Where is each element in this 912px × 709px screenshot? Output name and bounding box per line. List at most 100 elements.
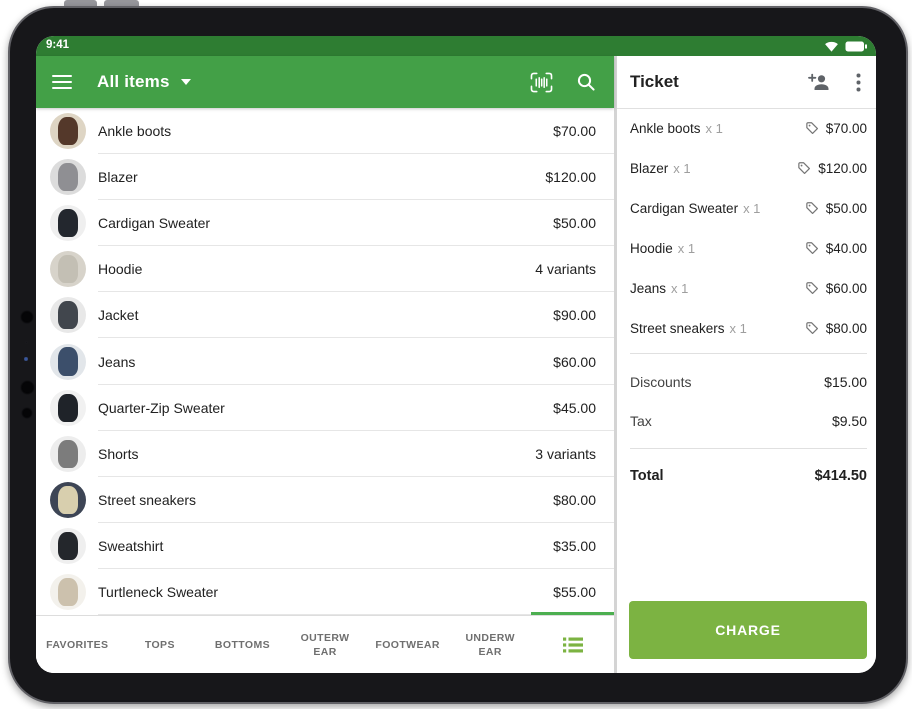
product-price: $120.00 bbox=[545, 169, 596, 186]
product-name: Cardigan Sweater bbox=[98, 215, 211, 232]
product-name: Turtleneck Sweater bbox=[98, 583, 219, 600]
price-tag-icon bbox=[798, 162, 811, 175]
ticket-line[interactable]: Cardigan Sweater x 1 $50.00 bbox=[630, 188, 867, 228]
ticket-item-name: Street sneakers bbox=[630, 320, 725, 336]
ticket-summary: Discounts $15.00 Tax $9.50 bbox=[630, 362, 867, 440]
total-row: Total $414.50 bbox=[630, 456, 867, 495]
ticket-line[interactable]: Street sneakers x 1 $80.00 bbox=[630, 308, 867, 348]
ticket-item-qty: x 1 bbox=[677, 240, 696, 256]
ticket-title: Ticket bbox=[630, 72, 679, 91]
menu-button[interactable] bbox=[52, 75, 72, 89]
indicator-led bbox=[24, 357, 28, 361]
product-image bbox=[50, 113, 86, 150]
add-customer-button[interactable] bbox=[806, 71, 833, 94]
item-row[interactable]: Street sneakers $80.00 bbox=[36, 476, 614, 523]
charge-button[interactable]: CHARGE bbox=[629, 601, 867, 659]
product-price: 4 variants bbox=[535, 261, 596, 278]
category-tab-bar: FAVORITES TOPS BOTTOMS OUT bbox=[36, 615, 615, 673]
ticket-item-name: Cardigan Sweater bbox=[630, 200, 739, 216]
tab-favorites[interactable]: FAVORITES bbox=[36, 616, 119, 673]
product-name: Jeans bbox=[98, 353, 136, 370]
item-row[interactable]: Hoodie 4 variants bbox=[36, 246, 614, 293]
tab-list-view[interactable] bbox=[531, 616, 615, 673]
tax-row[interactable]: Tax $9.50 bbox=[630, 401, 867, 440]
item-row[interactable]: Jeans $60.00 bbox=[36, 338, 614, 385]
price-tag-icon bbox=[805, 202, 818, 215]
ticket-item-qty: x 1 bbox=[671, 280, 689, 296]
price-tag-icon bbox=[805, 322, 818, 335]
ticket-line[interactable]: Hoodie x 1 $40.00 bbox=[630, 228, 867, 268]
app-screen: 9:41 All items bbox=[36, 36, 876, 673]
ticket-item-name: Ankle boots bbox=[630, 120, 701, 136]
item-row[interactable]: Shorts 3 variants bbox=[36, 430, 614, 477]
item-row[interactable]: Turtleneck Sweater $55.00 bbox=[36, 568, 614, 615]
ticket-line[interactable]: Blazer x 1 $120.00 bbox=[630, 148, 867, 188]
item-row[interactable]: Ankle boots $70.00 bbox=[36, 108, 614, 155]
volume-up-button bbox=[64, 0, 97, 11]
volume-down-button bbox=[104, 0, 139, 11]
ticket-line[interactable]: Ankle boots x 1 $70.00 bbox=[630, 108, 867, 148]
discounts-label: Discounts bbox=[630, 373, 692, 390]
clock: 9:41 bbox=[46, 39, 70, 51]
item-row[interactable]: Blazer $120.00 bbox=[36, 154, 614, 201]
ticket-item-price: $50.00 bbox=[825, 200, 867, 216]
camera-dot bbox=[20, 310, 34, 324]
tab-footwear[interactable]: FOOTWEAR bbox=[366, 616, 449, 673]
kebab-menu-icon bbox=[856, 73, 861, 91]
items-header: All items bbox=[36, 56, 614, 108]
price-tag-icon bbox=[805, 122, 818, 135]
product-price: $70.00 bbox=[553, 123, 596, 140]
item-row[interactable]: Quarter-Zip Sweater $45.00 bbox=[36, 384, 614, 431]
active-tab-indicator bbox=[531, 612, 614, 615]
item-row[interactable]: Cardigan Sweater $50.00 bbox=[36, 200, 614, 247]
items-pane: All items bbox=[36, 56, 615, 673]
tab-tops[interactable]: TOPS bbox=[118, 616, 202, 673]
discounts-value: $15.00 bbox=[824, 373, 867, 390]
add-person-icon bbox=[808, 73, 829, 90]
product-image bbox=[50, 527, 86, 564]
product-name: Ankle boots bbox=[98, 123, 172, 140]
ticket-item-qty: x 1 bbox=[673, 160, 691, 176]
item-row[interactable]: Sweatshirt $35.00 bbox=[36, 522, 614, 570]
ticket-lines: Ankle boots x 1 $70.00 Blazer x 1 $120.0… bbox=[630, 108, 867, 348]
chevron-down-icon[interactable] bbox=[180, 79, 191, 85]
product-image bbox=[50, 343, 86, 380]
product-name: Street sneakers bbox=[98, 491, 197, 508]
product-image bbox=[50, 573, 86, 610]
barcode-scan-button[interactable] bbox=[528, 70, 555, 95]
ticket-divider bbox=[630, 448, 867, 449]
product-image bbox=[50, 251, 86, 288]
tax-label: Tax bbox=[630, 412, 652, 429]
product-name: Quarter-Zip Sweater bbox=[98, 399, 225, 416]
ticket-item-price: $70.00 bbox=[825, 120, 867, 136]
ticket-item-qty: x 1 bbox=[705, 120, 723, 136]
price-tag-icon bbox=[805, 282, 818, 295]
ticket-line[interactable]: Jeans x 1 $60.00 bbox=[630, 268, 867, 308]
product-price: $60.00 bbox=[553, 353, 596, 370]
product-image bbox=[50, 205, 86, 242]
product-price: $35.00 bbox=[553, 537, 596, 554]
search-icon bbox=[577, 73, 595, 91]
discounts-row[interactable]: Discounts $15.00 bbox=[630, 362, 867, 401]
product-image bbox=[50, 297, 86, 334]
product-name: Jacket bbox=[98, 307, 139, 324]
tab-bottoms[interactable]: BOTTOMS bbox=[201, 616, 284, 673]
wifi-icon bbox=[825, 41, 838, 52]
ticket-menu-button[interactable] bbox=[854, 71, 863, 94]
tab-outerw-ear[interactable]: OUTERW EAR bbox=[283, 616, 367, 673]
product-price: $45.00 bbox=[553, 399, 596, 416]
list-view-icon bbox=[562, 637, 583, 652]
ticket-divider bbox=[630, 353, 867, 354]
product-price: $55.00 bbox=[553, 583, 596, 600]
sensor-dot bbox=[25, 341, 28, 344]
ticket-item-qty: x 1 bbox=[743, 200, 761, 216]
hamburger-icon bbox=[52, 75, 72, 77]
ticket-header: Ticket bbox=[617, 56, 876, 109]
camera-dot bbox=[21, 407, 33, 419]
search-button[interactable] bbox=[574, 70, 598, 94]
item-row[interactable]: Jacket $90.00 bbox=[36, 292, 614, 339]
tab-underw-ear[interactable]: UNDERW EAR bbox=[448, 616, 532, 673]
product-image bbox=[50, 389, 86, 426]
ticket-pane: Ticket bbox=[617, 56, 876, 673]
category-selector-label[interactable]: All items bbox=[97, 72, 170, 91]
